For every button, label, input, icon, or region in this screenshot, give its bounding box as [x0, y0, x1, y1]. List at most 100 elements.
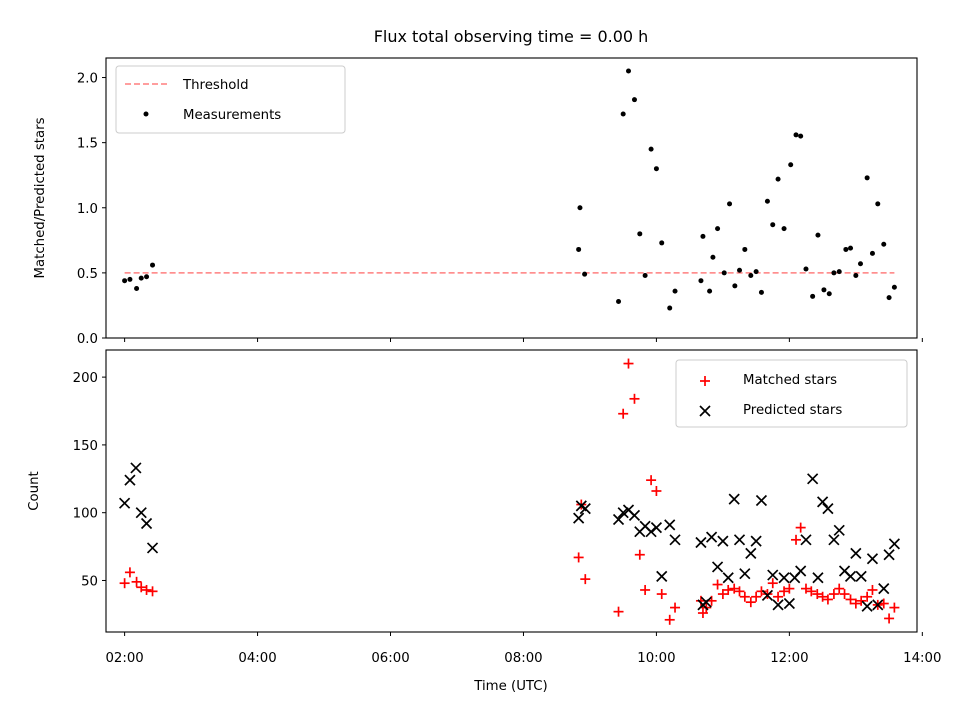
measurement-point — [864, 175, 870, 181]
matched-star-point — [800, 583, 811, 594]
measurement-point — [742, 246, 748, 252]
ratio-y-tick-label: 0.5 — [77, 267, 98, 282]
count-x-tick-label: 02:00 — [105, 651, 143, 666]
measurement-point — [886, 295, 892, 301]
measurement-point — [815, 232, 821, 238]
x-axis-title: Time (UTC) — [473, 679, 548, 694]
measurement-point — [781, 226, 787, 232]
measurement-point — [138, 275, 144, 281]
predicted-star-point — [650, 522, 663, 534]
predicted-star-point — [883, 549, 895, 561]
measurement-point — [631, 97, 637, 103]
measurement-point — [857, 261, 863, 267]
measurement-point — [775, 176, 781, 182]
matched-star-point — [664, 614, 675, 625]
predicted-star-point — [124, 474, 136, 486]
matched-star-point — [762, 589, 773, 600]
matched-star-point — [784, 583, 795, 594]
predicted-star-point — [645, 526, 657, 538]
legend-measurements-label: Measurements — [183, 108, 281, 123]
predicted-star-point — [807, 473, 819, 485]
legend-measurements-swatch — [143, 111, 149, 117]
count-x-tick-label: 14:00 — [903, 651, 941, 666]
matched-star-point — [124, 567, 135, 578]
predicted-star-point — [739, 568, 751, 580]
predicted-star-point — [119, 497, 131, 509]
predicted-star-point — [745, 547, 757, 559]
measurement-point — [891, 284, 897, 290]
ratio-panel-frame — [105, 57, 918, 339]
matched-star-point — [717, 589, 728, 600]
count-panel: 50 100 150 200 02:00 04:00 06:00 08:00 10:00 12:… — [27, 349, 941, 694]
measurement-point — [576, 246, 582, 252]
matched-star-point — [712, 579, 723, 590]
measurement-point — [721, 270, 727, 276]
predicted-star-point — [728, 493, 740, 505]
measurement-point — [637, 231, 643, 237]
measurement-point — [707, 288, 713, 294]
predicted-star-point — [669, 534, 681, 546]
measurement-point — [710, 254, 716, 260]
count-y-tick-label: 200 — [73, 371, 98, 386]
predicted-star-point — [733, 534, 746, 546]
measurement-point — [843, 246, 849, 252]
measurement-point — [150, 262, 156, 268]
predicted-star-point — [861, 600, 873, 612]
measurement-point — [764, 198, 770, 204]
measurement-point — [869, 250, 875, 256]
matched-star-point — [640, 584, 651, 595]
matched-star-point — [779, 586, 790, 597]
matched-star-point — [131, 576, 142, 587]
matched-star-point — [629, 393, 640, 404]
count-y-tick-label: 100 — [73, 507, 98, 522]
measurement-point — [748, 272, 754, 278]
measurement-point — [700, 233, 706, 239]
ratio-y-tick-label: 2.0 — [77, 72, 98, 87]
count-y-tick-label: 150 — [73, 439, 98, 454]
predicted-star-point — [146, 542, 159, 554]
measurement-point — [753, 269, 759, 275]
measurement-point — [848, 245, 854, 251]
predicted-star-point — [800, 534, 812, 546]
matched-star-point — [136, 582, 147, 593]
measurement-point — [122, 278, 128, 284]
measurement-point — [642, 272, 648, 278]
matched-star-point — [806, 586, 817, 597]
predicted-star-point — [828, 534, 840, 546]
legend-matched-swatch — [700, 376, 710, 386]
predicted-star-point — [761, 589, 774, 601]
predicted-star-point — [772, 599, 784, 611]
predicted-star-point — [695, 536, 707, 549]
count-x-tick-label: 12:00 — [770, 651, 808, 666]
matched-star-point — [697, 608, 708, 619]
measurement-point — [793, 132, 799, 138]
predicted-star-point — [844, 570, 857, 583]
predicted-star-point — [573, 512, 585, 524]
measurement-point — [134, 286, 140, 292]
count-panel-frame — [105, 349, 918, 633]
measurement-point — [836, 269, 842, 275]
count-x-axis: 02:00 04:00 06:00 08:00 10:00 12:00 14:00 — [105, 632, 941, 666]
matched-star-point — [656, 589, 667, 600]
predicted-star-point — [872, 599, 884, 611]
count-x-tick-label: 10:00 — [637, 651, 675, 666]
count-legend: Matched stars Predicted stars — [675, 359, 908, 428]
measurement-point — [853, 272, 859, 278]
ratio-y-tick-label: 0.0 — [77, 332, 98, 347]
measurement-point — [144, 274, 150, 280]
count-y-tick-label: 50 — [81, 574, 98, 589]
predicted-star-point — [795, 565, 807, 577]
predicted-star-point — [855, 570, 867, 583]
matched-star-point — [889, 602, 900, 613]
predicted-star-point — [866, 553, 879, 565]
predicted-star-point — [833, 524, 845, 536]
ratio-y-tick-label: 1.5 — [77, 137, 98, 152]
matched-star-point — [795, 522, 806, 533]
predicted-star-point — [579, 503, 591, 515]
predicted-star-point — [612, 513, 625, 526]
matched-star-point — [623, 358, 634, 369]
matched-star-point — [739, 591, 750, 602]
predicted-star-point — [711, 561, 724, 573]
ratio-y-tick-label: 1.0 — [77, 202, 98, 217]
ratio-legend-box — [115, 65, 346, 134]
